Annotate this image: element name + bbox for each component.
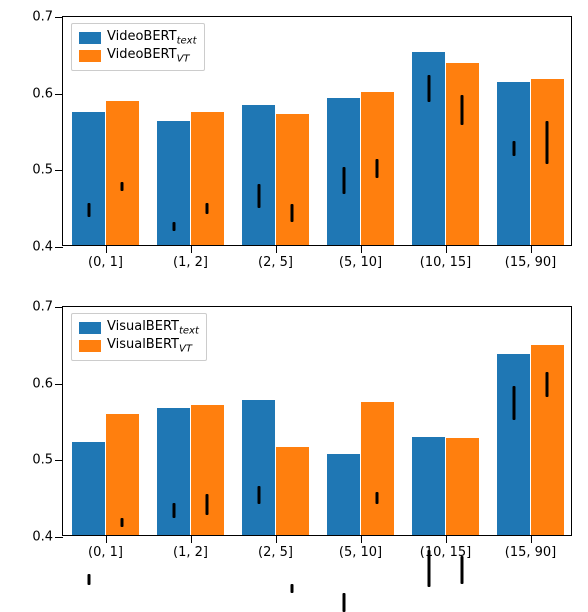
error-bar [172, 222, 175, 231]
bar-VisualBERT_text [157, 408, 190, 535]
legend-label: VisualBERTVT [107, 337, 192, 355]
chart-panel-bottom: 0.40.50.60.7(0, 1](1, 2](2, 5](5, 10](10… [62, 306, 572, 536]
error-bar [342, 167, 345, 195]
error-bar [87, 574, 90, 585]
error-bar [121, 518, 124, 527]
error-bar [342, 593, 345, 611]
bar-VideoBERT_text [72, 112, 105, 245]
error-bar [376, 492, 379, 504]
y-tick-label: 0.5 [32, 453, 63, 468]
legend-label: VideoBERTtext [107, 29, 197, 47]
bar-VideoBERT_text [497, 82, 530, 245]
x-tick-label: (10, 15] [420, 245, 472, 270]
legend-label: VideoBERTVT [107, 47, 190, 65]
error-bar [257, 486, 260, 504]
bar-VideoBERT_text [157, 121, 190, 245]
x-tick-label: (15, 90] [505, 535, 557, 560]
error-bar [87, 203, 90, 217]
bar-VisualBERT_text [72, 442, 105, 535]
error-bar [257, 184, 260, 209]
y-tick-label: 0.6 [32, 86, 63, 101]
bar-VisualBERT_text [497, 354, 530, 535]
error-bar [546, 372, 549, 397]
x-tick-label: (1, 2] [173, 245, 208, 270]
error-bar [461, 95, 464, 126]
bar-VisualBERT_text [242, 400, 275, 535]
x-tick-label: (2, 5] [258, 535, 293, 560]
legend-item: VideoBERTtext [79, 29, 197, 47]
x-tick-label: (15, 90] [505, 245, 557, 270]
bar-VisualBERT_VT [531, 345, 564, 535]
bar-VideoBERT_text [242, 105, 275, 245]
error-bar [427, 75, 430, 103]
bar-VideoBERT_VT [531, 79, 564, 245]
error-bar [512, 141, 515, 156]
bar-VideoBERT_VT [106, 101, 139, 245]
bar-VideoBERT_text [327, 98, 360, 245]
error-bar [291, 204, 294, 222]
error-bar [206, 203, 209, 214]
x-tick-label: (0, 1] [88, 535, 123, 560]
legend-item: VideoBERTVT [79, 47, 197, 65]
y-tick-label: 0.7 [32, 300, 63, 315]
y-tick-label: 0.4 [32, 240, 63, 255]
x-tick-label: (0, 1] [88, 245, 123, 270]
error-bar [427, 550, 430, 587]
legend-swatch [79, 340, 101, 352]
bar-VisualBERT_text [327, 454, 360, 535]
error-bar [206, 494, 209, 515]
chart-panel-top: 0.40.50.60.7(0, 1](1, 2](2, 5](5, 10](10… [62, 16, 572, 246]
legend-swatch [79, 50, 101, 62]
bar-VisualBERT_VT [106, 414, 139, 535]
bar-VisualBERT_VT [276, 447, 309, 535]
error-bar [512, 386, 515, 420]
y-tick-label: 0.4 [32, 530, 63, 545]
legend-item: VisualBERTtext [79, 319, 199, 337]
bar-VisualBERT_VT [446, 438, 479, 535]
y-tick-label: 0.6 [32, 376, 63, 391]
error-bar [546, 121, 549, 164]
legend-label: VisualBERTtext [107, 319, 199, 337]
legend-swatch [79, 32, 101, 44]
error-bar [291, 584, 294, 593]
bar-VideoBERT_VT [191, 112, 224, 245]
legend-item: VisualBERTVT [79, 337, 199, 355]
error-bar [121, 182, 124, 191]
x-tick-label: (1, 2] [173, 535, 208, 560]
bar-VideoBERT_VT [446, 63, 479, 245]
bar-VideoBERT_VT [361, 92, 394, 245]
x-tick-label: (2, 5] [258, 245, 293, 270]
bar-VisualBERT_VT [361, 402, 394, 535]
error-bar [461, 556, 464, 584]
bar-VisualBERT_text [412, 437, 445, 535]
y-tick-label: 0.5 [32, 163, 63, 178]
legend: VisualBERTtextVisualBERTVT [71, 313, 207, 361]
bar-VisualBERT_VT [191, 405, 224, 535]
error-bar [172, 503, 175, 518]
figure: 0.4 0.5 0.6 0.7 (0, 1] (1, 2] (2, 5] (5, 10] (10… [0, 0, 588, 578]
error-bar [376, 159, 379, 177]
y-tick-label: 0.7 [32, 10, 63, 25]
bar-VideoBERT_VT [276, 114, 309, 245]
legend: VideoBERTtextVideoBERTVT [71, 23, 205, 71]
x-tick-label: (5, 10] [339, 535, 382, 560]
x-tick-label: (5, 10] [339, 245, 382, 270]
legend-swatch [79, 322, 101, 334]
bar-VideoBERT_text [412, 52, 445, 245]
